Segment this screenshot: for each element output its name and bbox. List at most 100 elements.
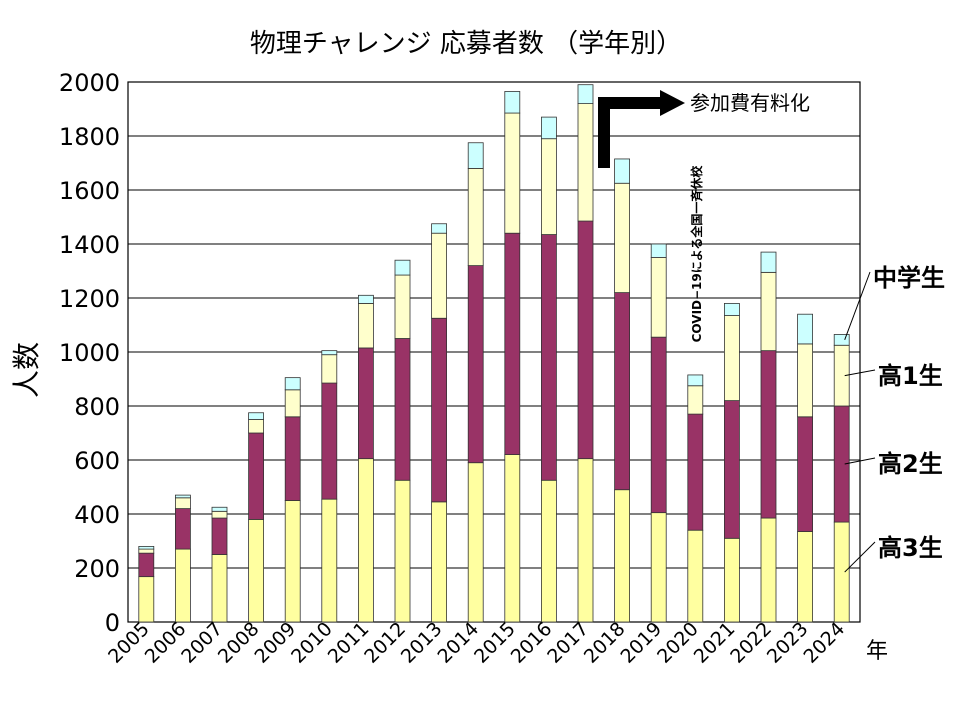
bar-2023-s2: [797, 343, 813, 418]
bar-2009-s2: [284, 389, 301, 418]
bar-2016-s0: [541, 479, 557, 623]
x-tick-2013: 2013: [397, 618, 447, 668]
bar-2008-s1: [248, 432, 265, 520]
x-tick-2011: 2011: [324, 618, 374, 668]
bar-2018-s3: [614, 158, 630, 184]
bar-2006-s0: [174, 548, 191, 623]
bar-2011-s3: [357, 294, 374, 304]
bar-2013-s0: [431, 501, 448, 623]
bar-2020-s3: [687, 374, 704, 387]
bar-2021-s2: [724, 315, 740, 401]
bar-2016-s2: [541, 138, 557, 235]
bar-2015-s1: [504, 232, 521, 455]
y-tick-1200: 1200: [59, 285, 120, 313]
x-tick-2017: 2017: [543, 618, 593, 668]
bar-2017-s1: [577, 220, 594, 460]
bar-2005-s3: [138, 546, 155, 550]
bar-2014-s1: [467, 265, 484, 464]
y-tick-600: 600: [74, 447, 120, 475]
legend-leader-s1: [844, 457, 876, 465]
bar-2008-s0: [248, 519, 265, 623]
bar-2006-s3: [174, 494, 191, 499]
bar-2020-s0: [687, 529, 704, 623]
bar-2012-s3: [394, 259, 411, 276]
bar-2011-s0: [357, 458, 374, 623]
bar-2014-s3: [467, 142, 484, 169]
bar-2019-s3: [650, 243, 667, 258]
legend-label-s3: 中学生: [873, 264, 945, 292]
bar-2022-s1: [760, 350, 777, 519]
bar-2016-s1: [541, 234, 557, 481]
bar-2010-s0: [321, 498, 338, 623]
bar-2020-s1: [687, 413, 704, 531]
grid-lines: [127, 81, 861, 623]
bar-2007-s1: [211, 517, 228, 555]
bar-2021-s3: [724, 302, 740, 316]
legend-label-s0: 高3生: [878, 534, 943, 562]
bar-2007-s0: [211, 554, 228, 623]
plot-frame: [127, 81, 861, 623]
bar-2022-s3: [760, 251, 777, 273]
bar-2012-s0: [394, 479, 411, 623]
bar-2014-s2: [467, 167, 484, 266]
bar-2019-s1: [650, 336, 667, 514]
bar-2014-s0: [467, 462, 484, 623]
bar-2016-s3: [541, 116, 557, 140]
x-tick-2024: 2024: [799, 618, 849, 668]
bar-2015-s3: [504, 91, 521, 114]
bar-2007-s3: [211, 506, 228, 512]
bar-2024-s3: [833, 334, 850, 346]
x-tick-2006: 2006: [141, 618, 191, 668]
bar-2019-s0: [650, 512, 667, 623]
x-tick-2008: 2008: [214, 618, 264, 668]
y-tick-1800: 1800: [59, 123, 120, 151]
fee-arrow-icon: [598, 97, 662, 168]
bar-2012-s2: [394, 274, 411, 339]
bar-2006-s1: [174, 508, 191, 550]
annotations: 参加費有料化 COVID−19による全国一斉休校: [598, 90, 810, 343]
covid-annotation: COVID−19による全国一斉休校: [689, 165, 704, 343]
bar-2017-s0: [577, 458, 594, 623]
bar-2009-s0: [284, 500, 301, 623]
bar-2005-s0: [138, 576, 155, 623]
x-tick-labels: 2005200620072008200920102011201220132014…: [104, 618, 849, 668]
y-tick-1400: 1400: [59, 231, 120, 259]
bar-2012-s1: [394, 338, 411, 481]
x-tick-2023: 2023: [763, 618, 813, 668]
legend-leader-s0: [844, 541, 876, 573]
y-tick-400: 400: [74, 501, 120, 529]
fee-annotation: 参加費有料化: [690, 91, 810, 115]
bar-2018-s0: [614, 489, 630, 623]
x-tick-2010: 2010: [287, 618, 337, 668]
bar-2010-s2: [321, 354, 338, 384]
bar-2006-s2: [174, 497, 191, 509]
bar-2009-s3: [284, 377, 301, 391]
bars: [138, 84, 850, 623]
x-tick-2020: 2020: [653, 618, 703, 668]
legend-label-s1: 高2生: [878, 450, 943, 478]
legend-leader-s3: [844, 271, 871, 341]
bar-2010-s1: [321, 382, 338, 500]
x-tick-2007: 2007: [177, 618, 227, 668]
y-tick-800: 800: [74, 393, 120, 421]
bar-2011-s1: [357, 347, 374, 460]
bar-2019-s2: [650, 257, 667, 338]
x-tick-2019: 2019: [616, 618, 666, 668]
legend-label-s2: 高1生: [878, 362, 943, 390]
y-tick-labels: 0 200 400 600 800 1000 1200 1400 1600 1800 2000: [59, 69, 120, 637]
bar-2023-s0: [797, 531, 813, 623]
bar-2005-s1: [138, 552, 155, 578]
legend: 高3生 高2生 高1生 中学生: [844, 264, 945, 573]
bar-2005-s2: [138, 548, 155, 554]
y-tick-0: 0: [105, 609, 120, 637]
y-tick-2000: 2000: [59, 69, 120, 97]
bar-2011-s2: [357, 302, 374, 349]
x-axis-unit: 年: [866, 639, 888, 664]
bar-2010-s3: [321, 350, 338, 356]
x-tick-2022: 2022: [726, 618, 776, 668]
chart-title: 物理チャレンジ 応募者数 （学年別）: [250, 29, 682, 59]
bar-2017-s2: [577, 103, 594, 222]
x-tick-2016: 2016: [507, 618, 557, 668]
